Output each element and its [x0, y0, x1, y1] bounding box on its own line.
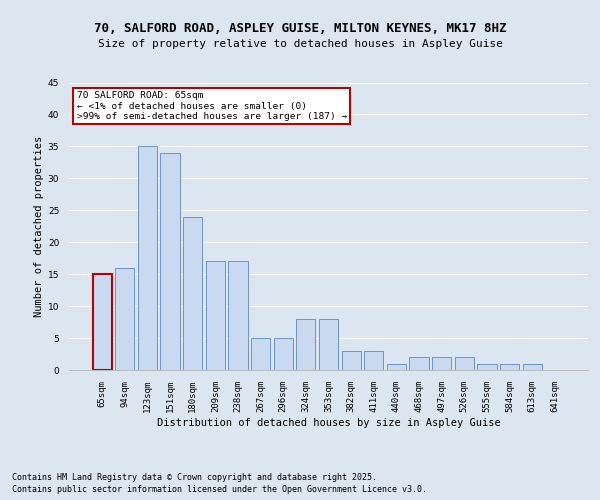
Bar	[364, 351, 383, 370]
Bar	[409, 357, 428, 370]
Text: Size of property relative to detached houses in Aspley Guise: Size of property relative to detached ho…	[97, 39, 503, 49]
Bar	[229, 262, 248, 370]
Bar	[319, 319, 338, 370]
Text: 70, SALFORD ROAD, ASPLEY GUISE, MILTON KEYNES, MK17 8HZ: 70, SALFORD ROAD, ASPLEY GUISE, MILTON K…	[94, 22, 506, 36]
Bar	[296, 319, 316, 370]
Bar	[274, 338, 293, 370]
Bar	[160, 153, 180, 370]
Bar	[115, 268, 134, 370]
Text: 70 SALFORD ROAD: 65sqm
← <1% of detached houses are smaller (0)
>99% of semi-det: 70 SALFORD ROAD: 65sqm ← <1% of detached…	[77, 91, 347, 121]
Text: Contains HM Land Registry data © Crown copyright and database right 2025.: Contains HM Land Registry data © Crown c…	[12, 472, 377, 482]
Bar	[523, 364, 542, 370]
Bar	[341, 351, 361, 370]
Text: Contains public sector information licensed under the Open Government Licence v3: Contains public sector information licen…	[12, 485, 427, 494]
Bar	[500, 364, 519, 370]
Bar	[251, 338, 270, 370]
Bar	[138, 146, 157, 370]
Bar	[92, 274, 112, 370]
Bar	[206, 262, 225, 370]
Bar	[455, 357, 474, 370]
Bar	[432, 357, 451, 370]
Bar	[183, 216, 202, 370]
Bar	[387, 364, 406, 370]
X-axis label: Distribution of detached houses by size in Aspley Guise: Distribution of detached houses by size …	[157, 418, 500, 428]
Bar	[477, 364, 497, 370]
Y-axis label: Number of detached properties: Number of detached properties	[34, 136, 44, 317]
